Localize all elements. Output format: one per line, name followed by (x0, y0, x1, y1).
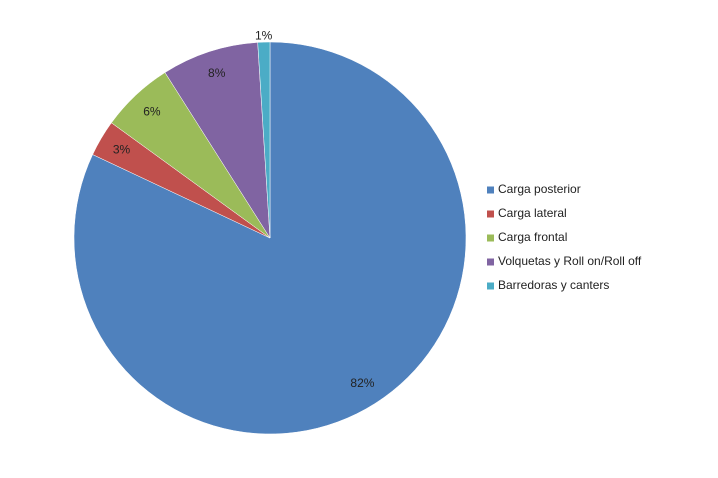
data-label: 8% (208, 66, 226, 80)
legend-label: Carga frontal (498, 230, 567, 244)
legend-swatch (487, 234, 494, 242)
legend-label: Barredoras y canters (498, 278, 609, 292)
legend-label: Volquetas y Roll on/Roll off (498, 254, 642, 268)
pie-slice (257, 41, 271, 239)
legend-swatch (487, 186, 494, 194)
data-label: 3% (113, 142, 131, 156)
legend-label: Carga posterior (498, 182, 581, 196)
data-label: 6% (143, 104, 161, 118)
data-label: 82% (350, 376, 374, 390)
pie-slice (164, 42, 271, 239)
legend-swatch (487, 210, 494, 218)
data-label: 1% (255, 28, 273, 42)
legend-swatch (487, 282, 494, 290)
legend-label: Carga lateral (498, 206, 567, 220)
legend-swatch (487, 258, 494, 266)
